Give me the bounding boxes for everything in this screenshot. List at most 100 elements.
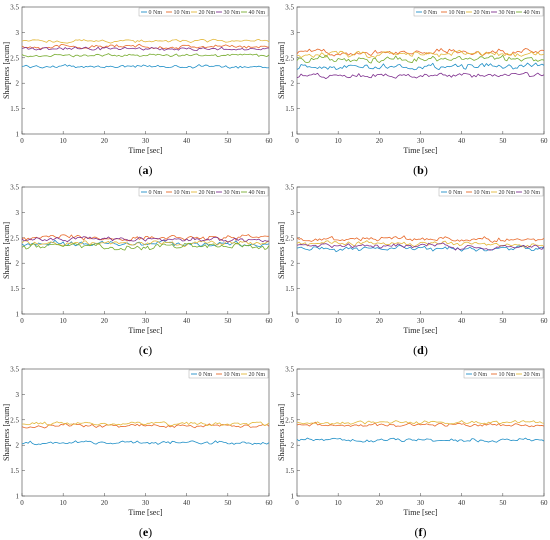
y-tick-label: 2 <box>16 442 20 450</box>
panel-e: 1 1.5 2 2.5 3 3.5 0 10 20 30 40 50 60 Time [sec] Sharp… <box>2 366 273 540</box>
x-tick-label: 0 <box>295 317 299 325</box>
plot-area <box>296 368 545 497</box>
y-tick-label: 3.5 <box>285 184 294 192</box>
x-tick-label: 30 <box>142 499 150 507</box>
legend-label: 40 Nm <box>249 10 266 16</box>
series-line-10-nm <box>21 422 270 429</box>
y-tick-label: 1.5 <box>285 467 294 475</box>
legend-label: 30 Nm <box>224 10 241 16</box>
series-line-20-nm <box>21 38 270 44</box>
plot-area <box>21 368 270 497</box>
legend-label: 20 Nm <box>524 372 541 378</box>
y-tick-label: 3 <box>16 29 20 37</box>
x-tick-label: 0 <box>295 137 299 145</box>
series-line-0-nm <box>296 62 545 71</box>
y-tick-label: 1 <box>291 311 295 319</box>
legend: 0 Nm 10 Nm 20 Nm 30 Nm <box>438 187 544 197</box>
y-tick-label: 3 <box>16 391 20 399</box>
series-line-40-nm <box>296 54 545 64</box>
x-tick-label: 50 <box>499 137 507 145</box>
panel-caption: (d) <box>413 343 428 357</box>
legend-box <box>463 369 544 379</box>
x-tick-label: 20 <box>101 317 109 325</box>
x-tick-label: 30 <box>417 499 425 507</box>
x-tick-label: 30 <box>417 137 425 145</box>
panel-c: 1 1.5 2 2.5 3 3.5 0 10 20 30 40 50 60 Time [sec] Sharp… <box>2 184 273 358</box>
plot-area <box>21 6 270 135</box>
y-tick-label: 3.5 <box>10 184 19 192</box>
legend-label: 10 Nm <box>449 10 466 16</box>
legend-label: 0 Nm <box>149 190 163 196</box>
series-line-40-nm <box>21 53 270 58</box>
y-tick-label: 3.5 <box>285 366 294 374</box>
legend-box <box>188 369 269 379</box>
legend-label: 10 Nm <box>499 372 516 378</box>
x-axis-label: Time [sec] <box>128 146 162 155</box>
y-tick-label: 2.5 <box>285 416 294 424</box>
series-line-40-nm <box>21 242 270 251</box>
legend-label: 30 Nm <box>524 190 541 196</box>
x-tick-label: 40 <box>458 317 466 325</box>
x-tick-label: 0 <box>20 137 24 145</box>
legend: 0 Nm 10 Nm 20 Nm 30 Nm 40 Nm <box>413 7 544 17</box>
x-axis-label: Time [sec] <box>403 146 437 155</box>
y-tick-label: 3 <box>16 209 20 217</box>
legend-label: 30 Nm <box>224 190 241 196</box>
y-tick-label: 3 <box>291 209 295 217</box>
panel-caption: (b) <box>413 163 428 177</box>
legend-label: 0 Nm <box>199 372 213 378</box>
y-tick-label: 1.5 <box>10 285 19 293</box>
series-line-20-nm <box>21 421 270 427</box>
y-tick-label: 2 <box>16 260 20 268</box>
x-tick-label: 10 <box>60 317 68 325</box>
plot-area <box>21 186 270 315</box>
legend-label: 10 Nm <box>474 190 491 196</box>
legend: 0 Nm 10 Nm 20 Nm 30 Nm 40 Nm <box>138 187 269 197</box>
series-line-20-nm <box>296 240 545 248</box>
legend-label: 40 Nm <box>249 190 266 196</box>
legend-label: 0 Nm <box>424 10 438 16</box>
x-tick-label: 20 <box>101 499 109 507</box>
series-line-10-nm <box>21 43 270 50</box>
x-tick-label: 60 <box>266 499 274 507</box>
legend-label: 20 Nm <box>199 190 216 196</box>
y-tick-label: 1.5 <box>285 285 294 293</box>
panel-f: 1 1.5 2 2.5 3 3.5 0 10 20 30 40 50 60 Time [sec] Sharp… <box>277 366 548 540</box>
legend-label: 10 Nm <box>174 190 191 196</box>
x-tick-label: 60 <box>266 317 274 325</box>
x-tick-label: 40 <box>183 137 191 145</box>
y-tick-label: 3 <box>291 391 295 399</box>
y-tick-label: 3 <box>291 29 295 37</box>
legend-label: 0 Nm <box>149 10 163 16</box>
y-tick-label: 1 <box>16 131 20 139</box>
x-tick-label: 50 <box>224 499 232 507</box>
x-tick-label: 0 <box>295 499 299 507</box>
legend-label: 20 Nm <box>199 10 216 16</box>
y-tick-label: 1 <box>291 493 295 501</box>
x-tick-label: 20 <box>101 137 109 145</box>
x-axis-label: Time [sec] <box>403 326 437 335</box>
x-tick-label: 50 <box>499 317 507 325</box>
y-tick-label: 2 <box>16 80 20 88</box>
y-tick-label: 1.5 <box>285 105 294 113</box>
x-tick-label: 0 <box>20 499 24 507</box>
panel-caption: (a) <box>139 163 153 177</box>
y-axis-label: Sharpness [acum] <box>2 404 11 461</box>
legend-box <box>138 7 269 17</box>
x-tick-label: 20 <box>376 317 384 325</box>
x-axis-label: Time [sec] <box>403 508 437 517</box>
panel-a: 1 1.5 2 2.5 3 3.5 0 10 20 30 40 50 60 Time [sec] Sharp… <box>2 4 273 178</box>
series-line-20-nm <box>296 420 545 425</box>
x-tick-label: 40 <box>183 499 191 507</box>
series-line-0-nm <box>296 437 545 443</box>
panel-caption: (f) <box>415 525 427 539</box>
x-tick-label: 30 <box>142 137 150 145</box>
legend: 0 Nm 10 Nm 20 Nm <box>463 369 544 379</box>
y-tick-label: 2.5 <box>10 234 19 242</box>
legend-label: 30 Nm <box>499 10 516 16</box>
x-tick-label: 10 <box>335 499 343 507</box>
x-tick-label: 10 <box>335 317 343 325</box>
series-line-0-nm <box>21 239 270 247</box>
y-tick-label: 1 <box>16 493 20 501</box>
x-axis-label: Time [sec] <box>128 326 162 335</box>
